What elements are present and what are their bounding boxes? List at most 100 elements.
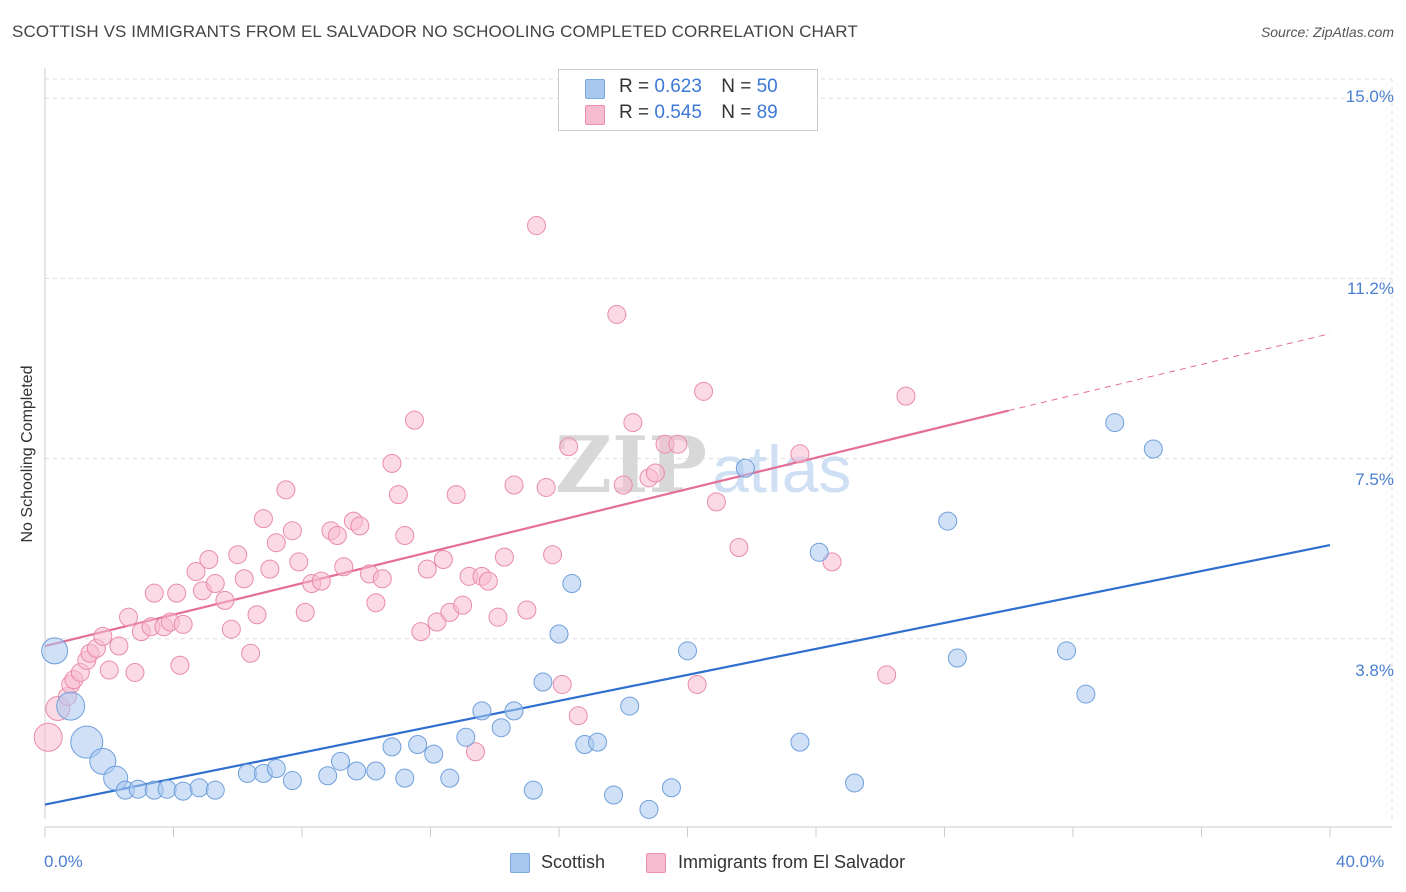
salvador-point (282, 521, 302, 541)
salvador-point (404, 410, 424, 430)
scottish-point (237, 763, 257, 783)
salvador-point (607, 304, 627, 324)
salvador-trend-line (44, 409, 1010, 648)
scottish-trend-line (44, 544, 1331, 806)
salvador-point (668, 434, 688, 454)
salvador-point (478, 571, 498, 591)
scottish-point (366, 761, 386, 781)
salvador-point (186, 562, 206, 582)
salvador-point (494, 547, 514, 567)
salvador-point (623, 413, 643, 433)
salvador-point (260, 559, 280, 579)
source-label: Source: ZipAtlas.com (1260, 24, 1394, 40)
watermark: ZIP atlas (555, 420, 851, 511)
salvador-point (527, 216, 547, 236)
salvador-point (125, 662, 145, 682)
scottish-point (947, 648, 967, 668)
salvador-point (446, 485, 466, 505)
correlation-legend: R = 0.623 N = 50 R = 0.545 N = 89 (558, 69, 818, 131)
salvador-point (205, 574, 225, 594)
salvador-point (199, 550, 219, 570)
r-value: 0.545 (654, 102, 702, 123)
scottish-point (604, 785, 624, 805)
scottish-point (440, 768, 460, 788)
salvador-point (388, 485, 408, 505)
salvador-point (559, 437, 579, 457)
y-tick-label: 3.8% (1355, 661, 1394, 680)
salvador-point (99, 660, 119, 680)
salvador-point (311, 571, 331, 591)
scottish-point (347, 761, 367, 781)
scottish-point (70, 725, 104, 759)
salvador-point (536, 477, 556, 497)
scottish-point (938, 511, 958, 531)
scottish-point (620, 696, 640, 716)
scottish-point (189, 778, 209, 798)
scottish-point (41, 637, 69, 665)
watermark-zip: ZIP (555, 420, 707, 511)
scottish-point (318, 766, 338, 786)
x-tick-label: 40.0% (1336, 852, 1385, 871)
chart-title: SCOTTISH VS IMMIGRANTS FROM EL SALVADOR … (12, 22, 858, 41)
salvador-point (552, 674, 572, 694)
scottish-point (157, 779, 177, 799)
salvador-point (173, 614, 193, 634)
salvador-point (234, 569, 254, 589)
salvador-point (372, 569, 392, 589)
salvador-point (167, 583, 187, 603)
salvador-point (822, 552, 842, 572)
scottish-point (809, 542, 829, 562)
scottish-point (639, 799, 659, 819)
scottish-point (1076, 684, 1096, 704)
scottish-point (395, 768, 415, 788)
salvador-point (504, 475, 524, 495)
salvador-point (433, 550, 453, 570)
scottish-point (523, 780, 543, 800)
scottish-points (41, 413, 1163, 819)
salvador-trend-extension (1008, 333, 1331, 412)
salvador-legend-label: Immigrants from El Salvador (678, 852, 906, 872)
scottish-point (282, 771, 302, 791)
salvador-point (33, 722, 63, 752)
n-label: N = (721, 76, 752, 97)
salvador-point (877, 665, 897, 685)
legend-row-scottish: R = 0.623 N = 50 (585, 76, 778, 100)
salvador-point (395, 525, 415, 545)
salvador-point (327, 525, 347, 545)
salvador-point (645, 463, 665, 483)
salvador-point (215, 590, 235, 610)
salvador-point (289, 552, 309, 572)
salvador-point (706, 492, 726, 512)
salvador-point (488, 607, 508, 627)
salvador-swatch (585, 105, 605, 125)
legend-row-salvador: R = 0.545 N = 89 (585, 102, 778, 126)
salvador-point (295, 602, 315, 622)
salvador-point (228, 545, 248, 565)
scottish-point (56, 691, 86, 721)
salvador-point (144, 583, 164, 603)
salvador-point (382, 453, 402, 473)
scottish-point (845, 773, 865, 793)
salvador-point (93, 626, 113, 646)
y-axis-label: No Schooling Completed (19, 365, 36, 543)
salvador-point (247, 605, 267, 625)
scottish-point (588, 732, 608, 752)
salvador-point (517, 600, 537, 620)
salvador-point (896, 386, 916, 406)
scottish-point (456, 727, 476, 747)
salvador-point (453, 595, 473, 615)
salvador-point (119, 607, 139, 627)
salvador-points (33, 216, 916, 762)
y-tick-label: 11.2% (1347, 279, 1394, 298)
scottish-point (491, 718, 511, 738)
trend-lines (44, 333, 1331, 806)
scottish-point (1143, 439, 1163, 459)
y-tick-label: 7.5% (1355, 470, 1394, 489)
y-tick-label: 15.0% (1345, 87, 1394, 106)
scottish-point (382, 737, 402, 757)
salvador-point (221, 619, 241, 639)
salvador-point (465, 742, 485, 762)
salvador-point (729, 538, 749, 558)
scottish-point (504, 701, 524, 721)
